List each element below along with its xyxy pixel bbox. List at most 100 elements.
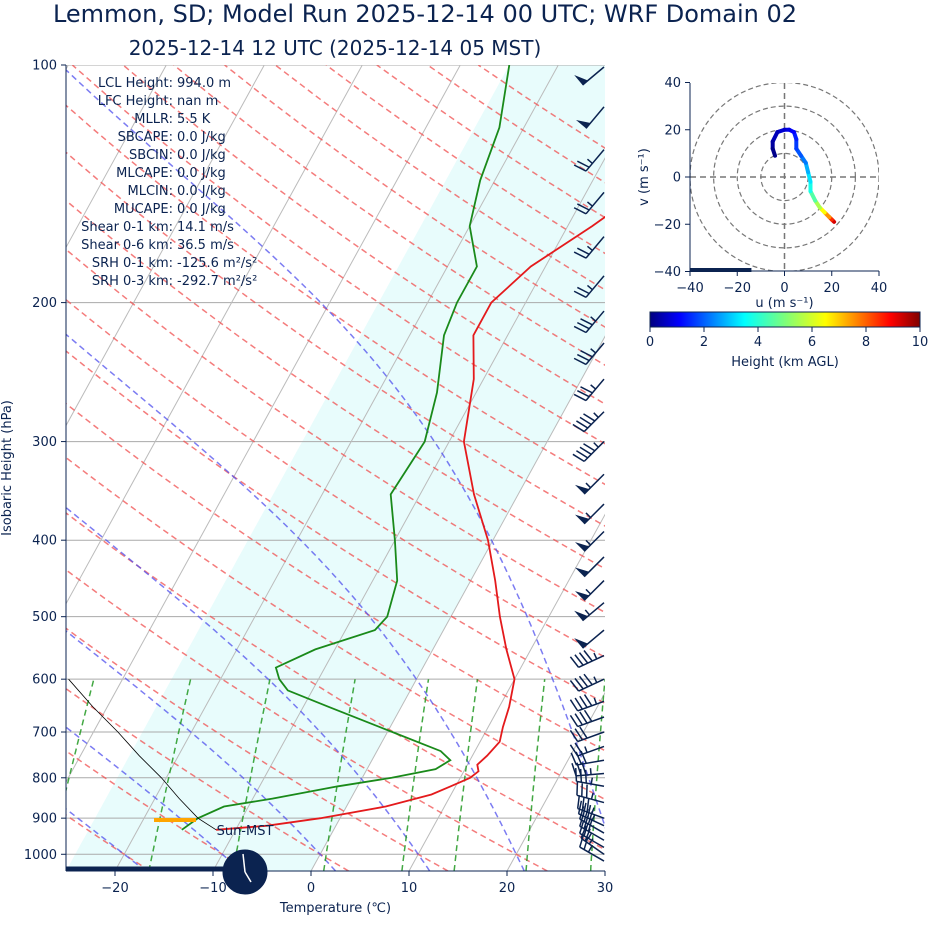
barb-staff bbox=[577, 700, 605, 712]
wind-barb bbox=[572, 441, 605, 463]
mixing-ratio-line bbox=[322, 679, 356, 871]
dry-adiabat-line bbox=[66, 627, 449, 871]
moist-adiabat-line bbox=[66, 506, 431, 871]
dry-adiabat-line bbox=[66, 568, 548, 871]
isotherm-line bbox=[66, 65, 265, 427]
x-tick-label: 20 bbox=[499, 881, 516, 896]
colorbar-tick-label: 2 bbox=[700, 335, 708, 350]
hodograph-y-tick-label: 40 bbox=[664, 76, 681, 91]
barb-half-flag bbox=[584, 746, 588, 753]
stat-label: SRH 0-1 km: bbox=[92, 256, 173, 271]
barb-half-flag bbox=[590, 792, 594, 800]
isotherm-line bbox=[66, 65, 461, 783]
barb-flag bbox=[573, 164, 587, 172]
dry-adiabat-line bbox=[66, 104, 605, 486]
moist-adiabat-line bbox=[66, 333, 525, 871]
hodograph-y-tick-label: 20 bbox=[664, 123, 681, 138]
dry-adiabat-line bbox=[66, 512, 605, 851]
barb-flag bbox=[573, 207, 587, 215]
barb-flag bbox=[569, 714, 579, 727]
wind-barb bbox=[575, 556, 605, 578]
wind-barb bbox=[573, 236, 605, 259]
barb-flag bbox=[583, 650, 593, 662]
barb-flag bbox=[581, 796, 585, 811]
barb-half-flag bbox=[593, 412, 599, 418]
barb-flag bbox=[574, 654, 584, 666]
stat-label: SBCIN: bbox=[129, 148, 173, 163]
barb-flag bbox=[579, 834, 585, 848]
barb-flag bbox=[583, 673, 593, 686]
clock-minute-hand bbox=[244, 871, 252, 883]
barb-flag bbox=[579, 416, 592, 426]
wind-barb bbox=[574, 602, 605, 622]
dewpoint-profile-line bbox=[181, 65, 511, 831]
moist-adiabat-line bbox=[66, 68, 605, 829]
barb-staff bbox=[583, 556, 605, 578]
barb-flag bbox=[571, 762, 577, 777]
barb-flag bbox=[578, 675, 589, 688]
barb-staff bbox=[583, 503, 605, 525]
wind-barb bbox=[574, 66, 605, 86]
barb-pennant bbox=[574, 638, 588, 649]
hodograph-x-tick-label: −20 bbox=[724, 281, 751, 296]
barb-flag bbox=[570, 752, 578, 766]
moist-adiabat-line bbox=[66, 808, 146, 871]
barb-flag bbox=[582, 802, 587, 817]
barb-pennant bbox=[576, 119, 591, 129]
barb-flag bbox=[586, 804, 592, 819]
barb-flag bbox=[573, 290, 587, 298]
wind-barb bbox=[573, 191, 605, 215]
y-tick-label: 400 bbox=[32, 534, 57, 549]
barb-half-flag bbox=[586, 158, 593, 164]
barb-flag bbox=[576, 321, 590, 330]
mixing-ratio-line bbox=[148, 679, 192, 871]
y-tick-label: 300 bbox=[32, 435, 57, 450]
barb-half-flag bbox=[585, 539, 592, 546]
wind-barb bbox=[579, 834, 605, 862]
barb-half-flag bbox=[593, 697, 598, 705]
stat-value: 14.1 m/s bbox=[177, 220, 234, 235]
barb-half-flag bbox=[593, 442, 599, 448]
barb-flag bbox=[576, 286, 590, 295]
colorbar-tick-label: 6 bbox=[808, 335, 816, 350]
stat-label: Shear 0-6 km: bbox=[81, 238, 173, 253]
barb-flag bbox=[574, 677, 584, 690]
barb-flag bbox=[583, 413, 596, 422]
x-axis-label: Temperature (℃) bbox=[279, 901, 391, 916]
hodograph-y-tick-label: −20 bbox=[654, 218, 681, 233]
hodograph-x-tick-label: 40 bbox=[871, 281, 888, 296]
wind-barb bbox=[569, 673, 605, 692]
stat-label: SRH 0-3 km: bbox=[92, 274, 173, 289]
wind-barb bbox=[575, 503, 605, 525]
stat-value: nan m bbox=[177, 94, 218, 109]
stat-value: 0.0 J/kg bbox=[177, 148, 226, 163]
dry-adiabat-line bbox=[66, 151, 605, 527]
y-tick-label: 700 bbox=[32, 726, 57, 741]
wind-barb bbox=[573, 149, 605, 172]
barb-flag bbox=[577, 800, 583, 815]
mixing-ratio-line bbox=[525, 679, 546, 871]
clock-label: Sun-MST bbox=[217, 824, 274, 839]
barb-flag bbox=[576, 247, 590, 255]
barb-half-flag bbox=[593, 652, 598, 660]
barb-half-flag bbox=[584, 609, 591, 616]
y-tick-label: 600 bbox=[32, 673, 57, 688]
barb-flag bbox=[574, 728, 584, 741]
wind-barb bbox=[575, 473, 605, 495]
barb-flag bbox=[572, 423, 585, 433]
barb-flag bbox=[580, 825, 587, 839]
barb-half-flag bbox=[593, 676, 598, 683]
dry-adiabat-line bbox=[66, 749, 250, 871]
x-tick-label: −10 bbox=[199, 881, 226, 896]
barb-pennant bbox=[575, 591, 590, 601]
barb-flag bbox=[572, 453, 585, 463]
stat-label: MUCAPE: bbox=[114, 202, 173, 217]
barb-flag bbox=[573, 325, 587, 334]
stat-label: MLCIN: bbox=[128, 184, 173, 199]
barb-half-flag bbox=[590, 316, 597, 322]
clock-hour-hand bbox=[242, 853, 246, 873]
wind-barb bbox=[572, 411, 605, 433]
barb-staff bbox=[583, 530, 605, 552]
isotherm-line bbox=[66, 65, 167, 249]
